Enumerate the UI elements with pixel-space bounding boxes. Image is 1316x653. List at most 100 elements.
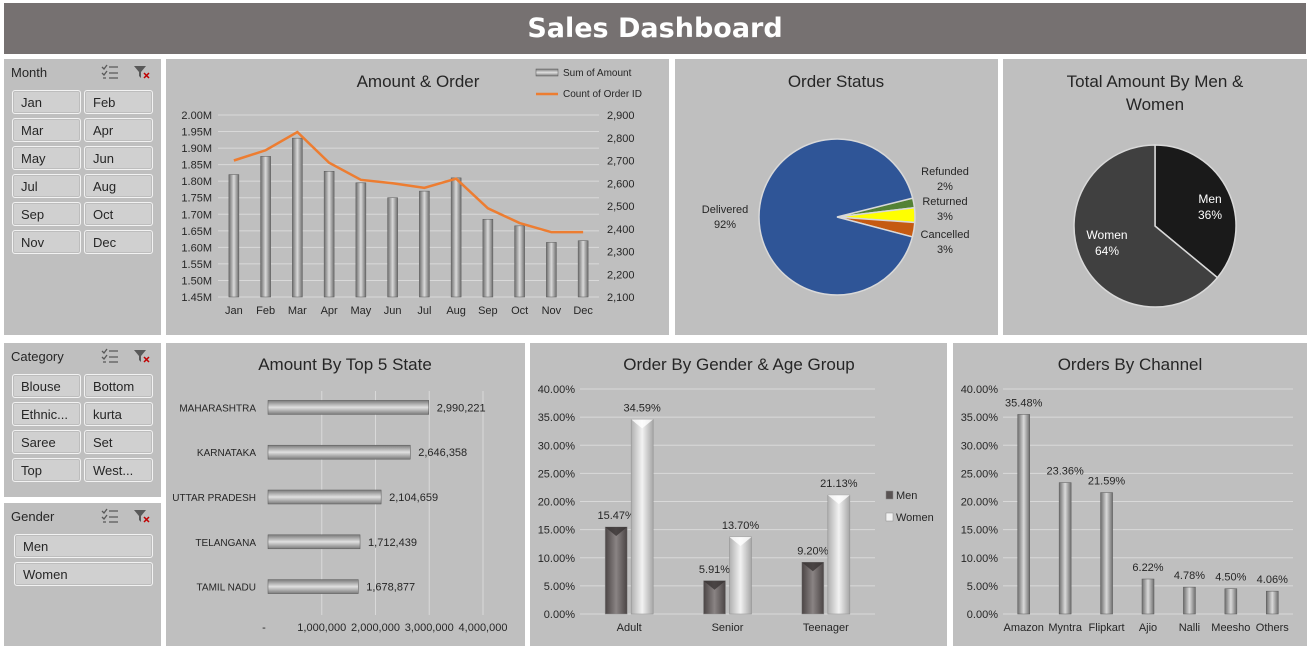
pie-value-delivered: 92% — [714, 219, 736, 231]
data-label: 23.36% — [1046, 466, 1084, 478]
chart-title: Total Amount By Men & — [1067, 72, 1244, 91]
slicer-item-gender-men[interactable]: Men — [14, 534, 153, 558]
legend-swatch-men — [885, 490, 894, 500]
slicer-item-category-blouse[interactable]: Blouse — [12, 374, 81, 398]
y-tick-label: 30.00% — [961, 440, 999, 452]
y-tick-label: 10.00% — [538, 553, 576, 565]
pie-slice-men — [1154, 144, 1237, 279]
chart-title-line2: Women — [1126, 95, 1184, 114]
data-label: 21.13% — [820, 478, 858, 490]
x-tick-label: Jan — [225, 305, 243, 317]
bar-amount — [514, 225, 525, 298]
x-tick-label: Mar — [288, 305, 307, 317]
y-tick-label: 25.00% — [961, 468, 999, 480]
x-tick-label: Sep — [478, 305, 498, 317]
bar-amount — [292, 137, 303, 298]
x-tick-label: Ajio — [1139, 622, 1157, 634]
slicer-item-month-jan[interactable]: Jan — [12, 90, 81, 114]
bar-amount — [355, 182, 367, 298]
x-tick-label: Adult — [617, 622, 642, 634]
gender-amount-chart: Total Amount By Men & Women Men 36% Women 64% — [1003, 59, 1307, 335]
y-tick-label: 5.00% — [544, 581, 575, 593]
chart-title: Order By Gender & Age Group — [623, 355, 855, 374]
slicer-item-month-nov[interactable]: Nov — [12, 230, 81, 254]
y-tick-label: 1.80M — [181, 176, 212, 188]
bar-channel — [1017, 414, 1030, 615]
pie-label-delivered: Delivered — [702, 204, 748, 216]
x-tick-label: Jun — [384, 305, 402, 317]
legend-swatch-amount — [535, 68, 559, 77]
y2-tick-label: 2,800 — [607, 133, 635, 145]
y-tick-label: 1.90M — [181, 143, 212, 155]
x-tick-label: - — [262, 622, 266, 634]
category-slicer: Category Blouse Bottom Ethnic... kurta Saree… — [4, 343, 161, 497]
data-label: 6.22% — [1132, 562, 1163, 574]
pie-label-cancelled: Cancelled — [921, 229, 970, 241]
multi-select-icon[interactable] — [101, 508, 119, 524]
data-label: 2,646,358 — [418, 447, 467, 459]
slicer-item-gender-women[interactable]: Women — [14, 562, 153, 586]
bar-state — [267, 400, 429, 415]
multi-select-icon[interactable] — [101, 64, 119, 80]
y2-tick-label: 2,600 — [607, 178, 635, 190]
slicer-item-category-bottom[interactable]: Bottom — [84, 374, 153, 398]
slicer-item-category-ethnic[interactable]: Ethnic... — [12, 402, 81, 426]
pie-label-women: Women — [1086, 228, 1127, 242]
x-tick-label: 4,000,000 — [459, 622, 508, 634]
chart-title: Amount & Order — [357, 72, 480, 91]
bar-state — [267, 489, 382, 505]
slicer-item-category-set[interactable]: Set — [84, 430, 153, 454]
x-tick-label: 3,000,000 — [405, 622, 454, 634]
slicer-item-month-feb[interactable]: Feb — [84, 90, 153, 114]
pie-label-refunded: Refunded — [921, 166, 969, 178]
bar-cap-women — [631, 419, 654, 429]
clear-filter-icon[interactable] — [133, 508, 151, 524]
clear-filter-icon[interactable] — [133, 64, 151, 80]
y-tick-label: 1.60M — [181, 242, 212, 254]
y-tick-label: TAMIL NADU — [197, 583, 256, 594]
x-tick-label: Dec — [573, 305, 593, 317]
chart-title: Amount By Top 5 State — [258, 355, 432, 374]
legend-label-count: Count of Order ID — [563, 89, 642, 100]
bar-amount — [387, 197, 398, 298]
slicer-item-month-apr[interactable]: Apr — [84, 118, 153, 142]
y-tick-label: 1.55M — [181, 259, 212, 271]
y-tick-label: UTTAR PRADESH — [172, 493, 256, 504]
bar-women — [729, 536, 752, 615]
slicer-item-month-oct[interactable]: Oct — [84, 202, 153, 226]
multi-select-icon[interactable] — [101, 348, 119, 364]
y-tick-label: 5.00% — [967, 581, 998, 593]
pie-value-returned: 3% — [937, 211, 953, 223]
slicer-item-month-may[interactable]: May — [12, 146, 81, 170]
y-tick-label: 10.00% — [961, 553, 999, 565]
slicer-item-month-jun[interactable]: Jun — [84, 146, 153, 170]
slicer-item-category-top[interactable]: Top — [12, 458, 81, 482]
x-tick-label: Nalli — [1179, 622, 1200, 634]
bar-cap-men — [605, 526, 628, 536]
slicer-item-category-saree[interactable]: Saree — [12, 430, 81, 454]
legend-swatch-women — [885, 512, 894, 522]
y-tick-label: 0.00% — [967, 609, 998, 621]
clear-filter-icon[interactable] — [133, 348, 151, 364]
slicer-item-category-west[interactable]: West... — [84, 458, 153, 482]
y2-tick-label: 2,300 — [607, 247, 635, 259]
x-tick-label: Apr — [321, 305, 338, 317]
bar-channel — [1224, 588, 1238, 615]
y2-tick-label: 2,500 — [607, 201, 635, 213]
slicer-item-month-aug[interactable]: Aug — [84, 174, 153, 198]
data-label: 4.50% — [1215, 572, 1246, 584]
month-slicer: Month Jan Feb Mar Apr May Jun Jul Aug Sep Oct Nov D… — [4, 59, 161, 335]
y-tick-label: 35.00% — [961, 412, 999, 424]
slicer-item-month-sep[interactable]: Sep — [12, 202, 81, 226]
y-tick-label: 15.00% — [538, 525, 576, 537]
bar-amount — [546, 242, 557, 298]
data-label: 34.59% — [624, 402, 662, 414]
slicer-item-month-mar[interactable]: Mar — [12, 118, 81, 142]
slicer-item-month-dec[interactable]: Dec — [84, 230, 153, 254]
slicer-item-month-jul[interactable]: Jul — [12, 174, 81, 198]
slicer-item-category-kurta[interactable]: kurta — [84, 402, 153, 426]
line-order-count — [233, 130, 584, 234]
y-tick-label: MAHARASHTRA — [179, 403, 256, 414]
bar-men — [604, 526, 628, 615]
bar-channel — [1141, 578, 1155, 615]
